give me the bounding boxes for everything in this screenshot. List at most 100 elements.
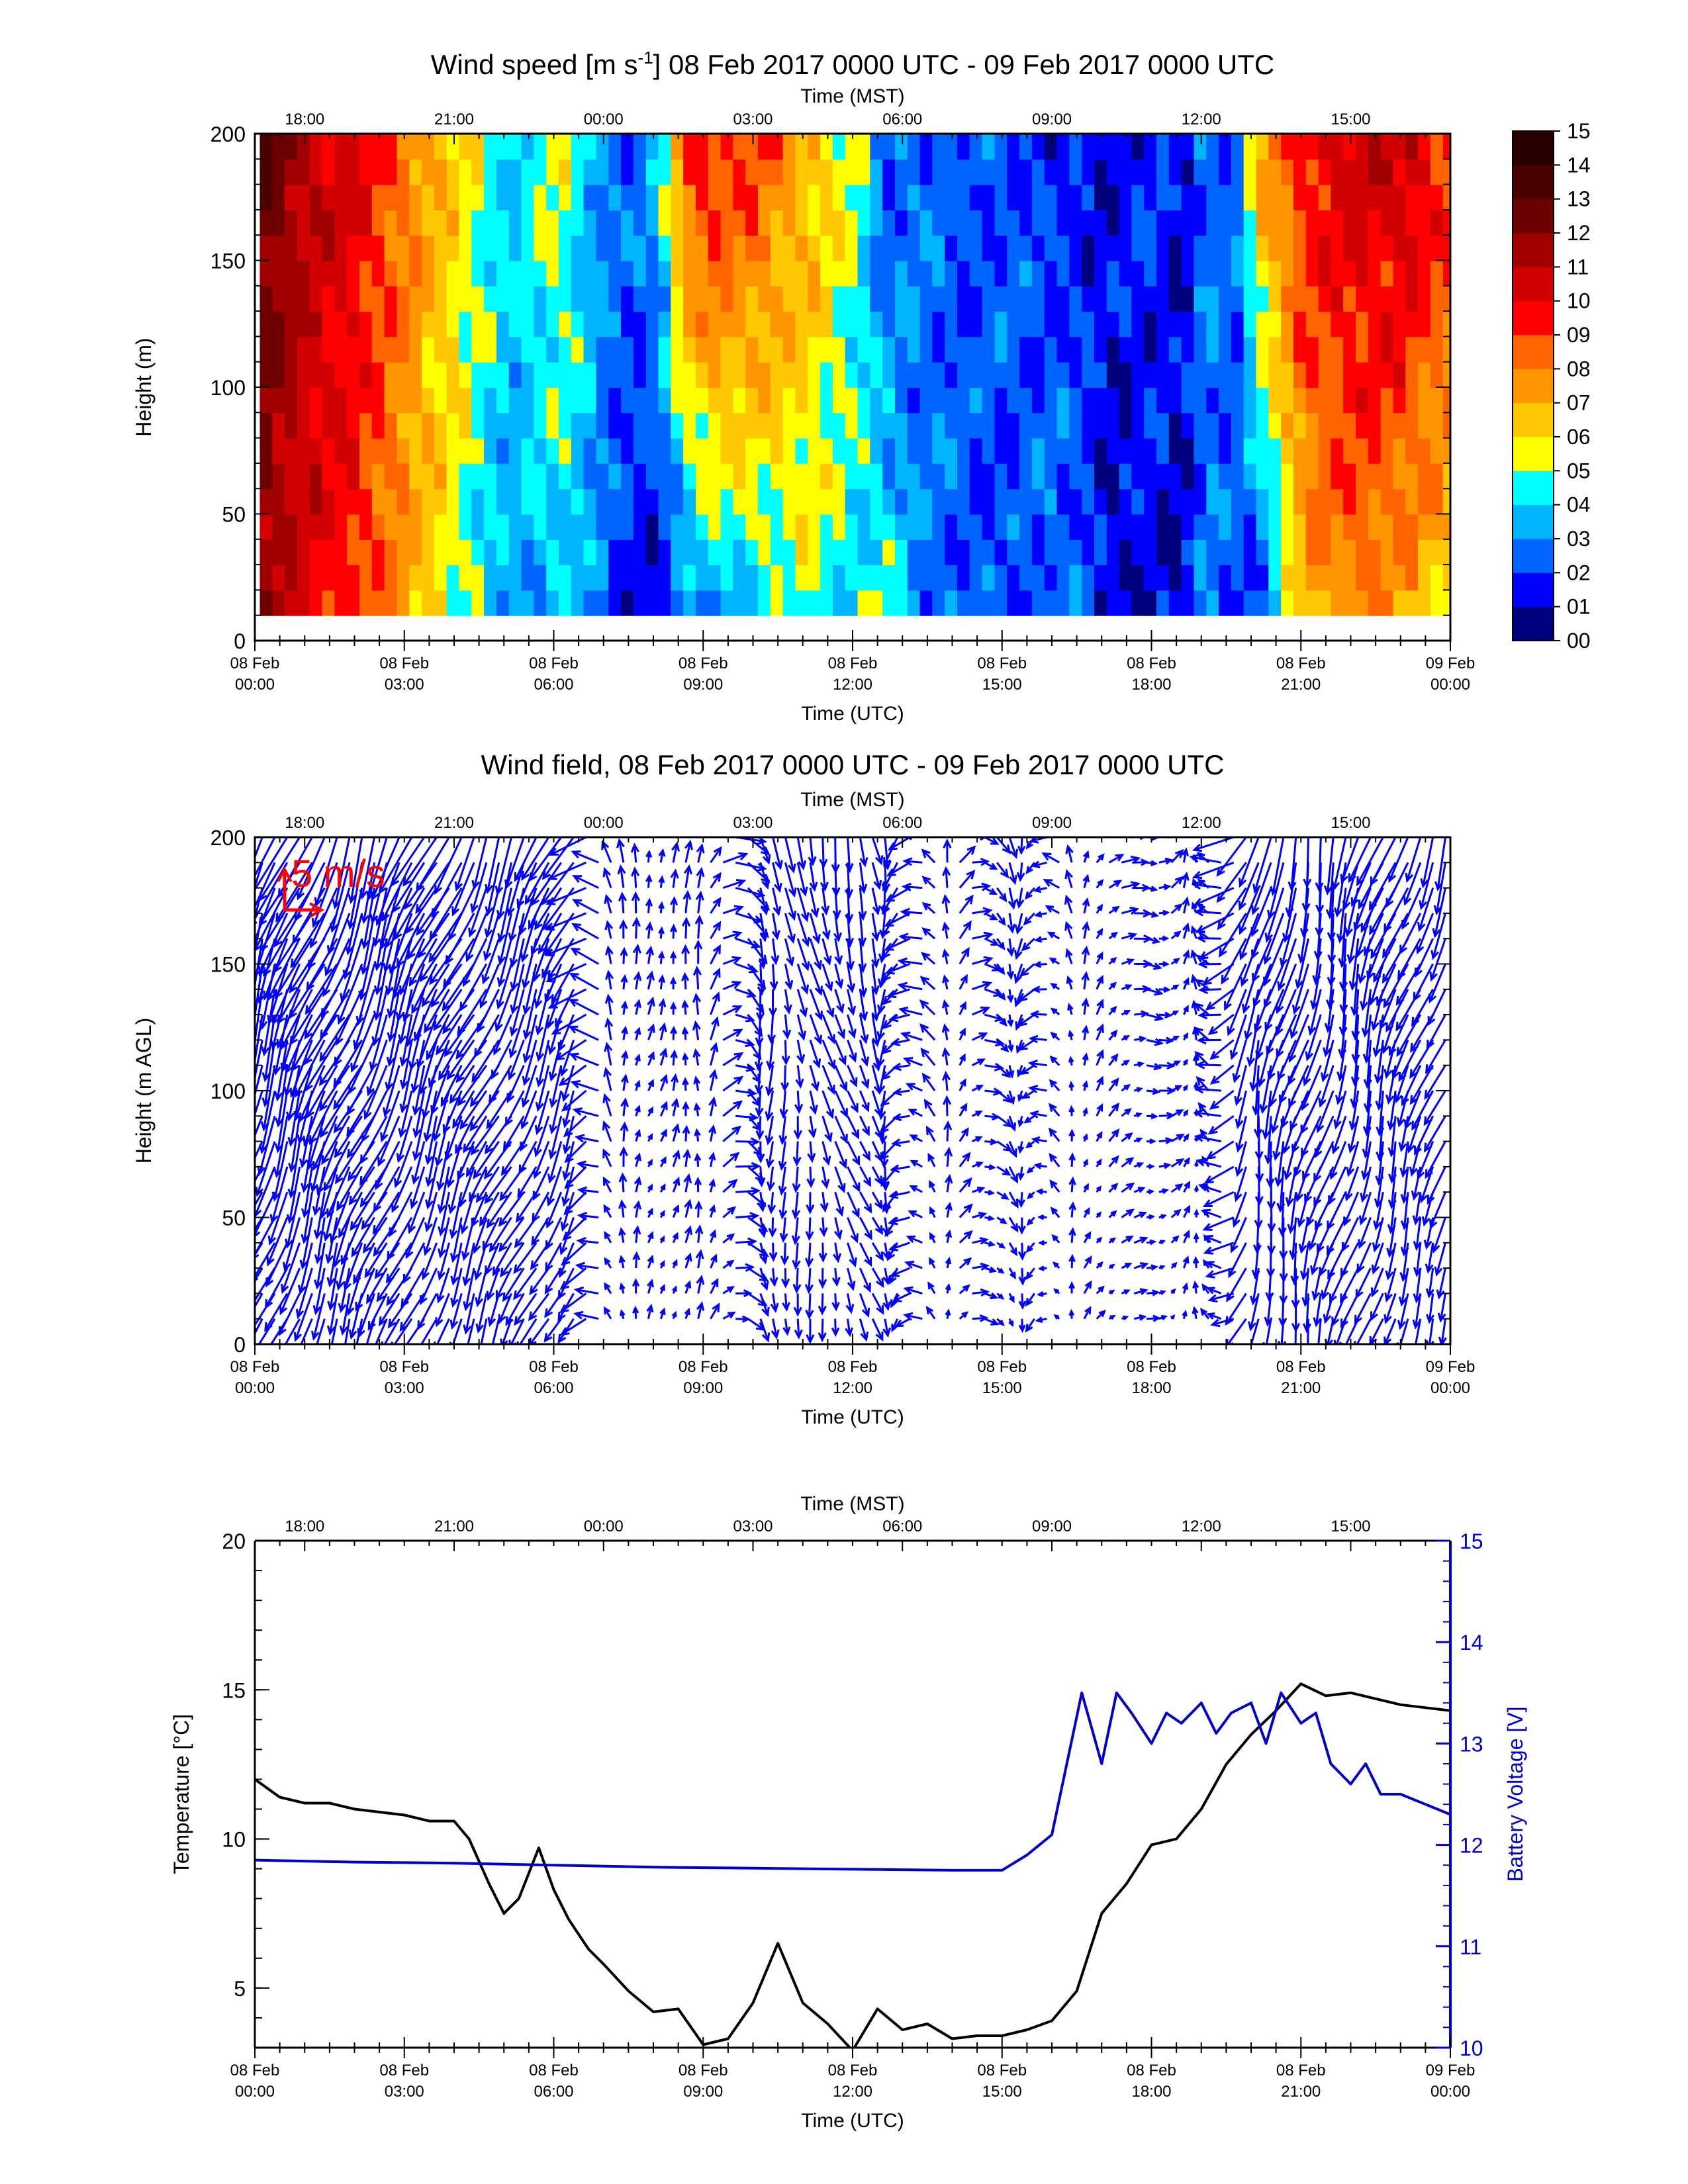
wind-arrow: [451, 862, 475, 917]
wind-arrow: [659, 1210, 665, 1218]
wind-arrow: [1274, 1141, 1285, 1188]
heatmap-cell: [645, 565, 659, 591]
wind-arrow: [1216, 862, 1247, 903]
heatmap-cell: [484, 539, 497, 566]
wind-arrow: [959, 869, 976, 889]
heatmap-cell: [1281, 336, 1294, 363]
heatmap-cell: [1405, 311, 1419, 338]
wind-arrow: [887, 837, 911, 851]
wind-arrow: [1108, 1029, 1118, 1041]
wind-arrow: [1350, 1065, 1360, 1109]
heatmap-cell: [471, 412, 485, 439]
wind-arrow: [996, 887, 1008, 903]
wind-arrow: [1133, 1112, 1143, 1118]
heatmap-cell: [1007, 311, 1021, 338]
heatmap-cell: [1268, 565, 1282, 591]
heatmap-cell: [1318, 209, 1332, 236]
wind-arrow: [290, 913, 326, 969]
wind-arrow: [722, 1100, 743, 1117]
heatmap-cell: [1082, 184, 1095, 210]
heatmap-cell: [1082, 514, 1095, 540]
wind-arrow: [1195, 1060, 1221, 1069]
heatmap-cell: [1094, 539, 1107, 566]
wind-arrow: [766, 1166, 775, 1192]
heatmap-cell: [1082, 336, 1095, 363]
wind-arrow: [366, 1267, 388, 1304]
heatmap-cell: [484, 159, 497, 185]
heatmap-cell: [259, 336, 273, 363]
wind-arrow: [545, 887, 586, 905]
wind-arrow: [996, 988, 1006, 1001]
wind-arrow: [433, 988, 463, 1031]
wind-arrow: [859, 1242, 872, 1267]
heatmap-cell: [1044, 311, 1058, 338]
wind-arrow: [1133, 1236, 1149, 1244]
heatmap-cell: [446, 235, 460, 261]
wind-arrow: [541, 837, 575, 880]
wind-arrow: [1008, 1293, 1015, 1304]
heatmap-cell: [795, 159, 809, 185]
heatmap-cell: [409, 488, 423, 515]
heatmap-cell: [1343, 209, 1356, 236]
heatmap-cell: [272, 209, 286, 236]
heatmap-cell: [1131, 514, 1145, 540]
wind-arrow: [1436, 1267, 1446, 1300]
heatmap-cell: [671, 336, 684, 363]
heatmap-cell: [1305, 539, 1319, 566]
wind-arrow: [1205, 1140, 1235, 1160]
heatmap-cell: [1044, 539, 1058, 566]
wind-arrow: [547, 1141, 563, 1184]
heatmap-cell: [845, 235, 859, 261]
heatmap-cell: [1094, 463, 1107, 490]
heatmap-cell: [1094, 134, 1107, 160]
heatmap-cell: [1293, 387, 1307, 414]
heatmap-cell: [1243, 260, 1257, 287]
wind-arrow: [1096, 1185, 1102, 1193]
heatmap-cell: [969, 514, 983, 540]
heatmap-cell: [359, 387, 373, 414]
heatmap-cell: [1231, 565, 1244, 591]
y-tick-label: 15: [222, 1678, 246, 1702]
x-tick-label-time: 15:00: [982, 1379, 1022, 1397]
wind-arrow: [437, 1166, 450, 1214]
wind-arrow: [1264, 1116, 1273, 1165]
wind-arrow: [1318, 1065, 1335, 1108]
heatmap-cell: [1069, 387, 1083, 414]
heatmap-cell: [1418, 285, 1431, 312]
wind-arrow: [498, 1216, 525, 1253]
heatmap-cell: [633, 184, 647, 210]
heatmap-cell: [1119, 539, 1133, 566]
y2-tick-label: 13: [1460, 1732, 1483, 1756]
wind-arrow: [1195, 1158, 1222, 1168]
wind-arrow: [429, 887, 463, 941]
wind-arrow: [314, 1217, 326, 1265]
heatmap-cell: [422, 590, 435, 616]
heatmap-cell: [297, 184, 310, 210]
heatmap-cell: [919, 159, 933, 185]
wind-arrow: [809, 862, 818, 892]
heatmap-cell: [1044, 463, 1058, 490]
heatmap-cell: [1019, 463, 1033, 490]
heatmap-cell: [882, 437, 896, 464]
heatmap-cell: [733, 311, 747, 338]
wind-arrow: [259, 1090, 276, 1155]
heatmap-cell: [745, 260, 759, 287]
heatmap-cell: [1131, 184, 1145, 210]
heatmap-cell: [384, 412, 398, 439]
wind-arrow: [522, 989, 538, 1040]
wind-arrow: [344, 1318, 351, 1344]
heatmap-cell: [1031, 235, 1045, 261]
wind-arrow: [473, 1014, 500, 1058]
wind-arrow: [782, 1293, 790, 1312]
heatmap-cell: [820, 235, 833, 261]
wind-arrow: [722, 1286, 735, 1295]
wind-arrow: [355, 964, 376, 1026]
wind-arrow: [1387, 1090, 1397, 1131]
wind-arrow: [1068, 1128, 1076, 1142]
wind-arrow: [1413, 1242, 1422, 1277]
heatmap-cell: [1094, 285, 1107, 312]
wind-arrow: [1253, 1090, 1263, 1139]
wind-arrow: [1121, 1010, 1131, 1016]
heatmap-cell: [334, 285, 348, 312]
heatmap-cell: [770, 184, 784, 210]
